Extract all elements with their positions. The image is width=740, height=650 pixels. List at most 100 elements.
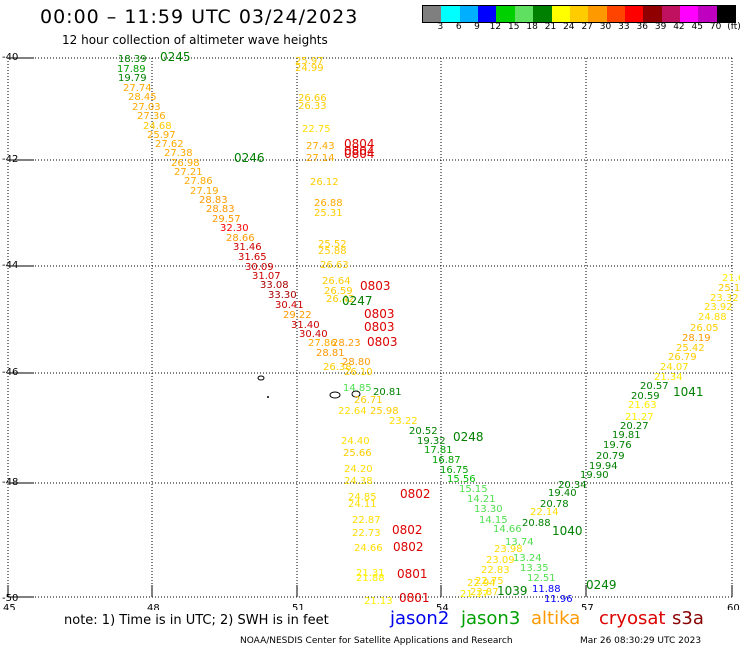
wave-height-label: 14.21 (467, 494, 496, 505)
wave-height-label: 21.88 (356, 573, 385, 584)
wave-height-label: 26.12 (310, 177, 339, 188)
wave-height-label: 19.81 (612, 430, 641, 441)
pass-time-label: 0802 (393, 540, 424, 554)
wave-height-label: 26.66 (298, 93, 327, 104)
wave-height-label: 26.64 (322, 276, 351, 287)
color-swatch (423, 6, 442, 22)
wave-height-label: 32.30 (220, 223, 249, 234)
pass-time-label: 0246 (234, 151, 265, 165)
color-scale-labels: 3 6 9 12 15 18 21 24 27 30 33 36 39 42 45 70 (ft) (422, 22, 740, 34)
satellite-legend-item: jason2 (390, 608, 450, 629)
wave-height-label: 16.75 (440, 465, 469, 476)
pass-time-label: 0248 (453, 430, 484, 444)
wave-height-label: 24.38 (344, 476, 373, 487)
wave-height-label: 25.52 (318, 239, 347, 250)
color-scale-label: 3 (437, 22, 444, 32)
wave-height-label: 27.36 (137, 111, 166, 122)
island (351, 390, 361, 398)
wave-height-label: 20.59 (631, 391, 660, 402)
color-swatch (441, 6, 460, 22)
wave-height-label: 20.52 (409, 426, 438, 437)
wave-height-label: 19.79 (118, 73, 147, 84)
color-scale-bar (422, 5, 736, 23)
wave-height-label: 20.79 (596, 451, 625, 462)
color-scale-label: 36 (636, 22, 648, 32)
wave-height-label: 24.40 (341, 436, 370, 447)
wave-height-label: 18.39 (118, 54, 147, 65)
color-scale-label: 45 (691, 22, 703, 32)
color-scale-label: 33 (618, 22, 630, 32)
wave-height-label: 20.27 (620, 421, 649, 432)
wave-height-label: 25.88 (318, 246, 347, 257)
wave-height-label: 24.88 (698, 312, 727, 323)
lon-tick-label: 57 (581, 603, 594, 610)
wave-height-label: 26.63 (320, 260, 349, 271)
color-swatch (588, 6, 607, 22)
color-scale-label: 30 (599, 22, 612, 32)
wave-height-label: 22.87 (352, 515, 381, 526)
wave-height-label: 28.19 (682, 333, 711, 344)
wave-height-label: 23.09 (486, 555, 515, 566)
satellite-track: 18.3917.8919.7927.7428.4527.0327.3624.68… (117, 54, 352, 373)
wave-height-label: 29.57 (212, 214, 241, 225)
pass-time-label: 0802 (392, 523, 423, 537)
satellite-track: 21.625.123.3223.9224.8826.0528.1925.4226… (522, 273, 740, 605)
wave-height-label: 33.08 (260, 280, 289, 291)
wave-height-label: 23.22 (389, 416, 418, 427)
wave-height-label: 21.13 (364, 596, 393, 607)
lat-tick-label: -48 (2, 477, 18, 488)
wave-height-label: 26.98 (171, 158, 200, 169)
color-swatch (496, 6, 515, 22)
color-swatch (551, 6, 570, 22)
pass-time-label: 0803 (360, 279, 391, 293)
wave-height-label: 13.74 (505, 537, 534, 548)
pass-time-label: 1039 (497, 584, 528, 598)
color-scale-label: 70 (709, 22, 722, 32)
lon-tick-label: 51 (292, 603, 305, 610)
wave-height-label: 26.42 (326, 294, 355, 305)
wave-height-label: 17.81 (424, 445, 453, 456)
wave-height-label: 28.45 (128, 92, 157, 103)
wave-height-label: 19.76 (603, 440, 632, 451)
wave-height-label: 25.1 (718, 283, 740, 294)
wave-height-label: 28.80 (342, 357, 371, 368)
wave-height-label: 26.59 (324, 286, 353, 297)
wave-height-label: 30.09 (245, 262, 274, 273)
pass-time-label: 0247 (342, 294, 373, 308)
wave-height-label: 25.97 (295, 56, 324, 67)
wave-height-label: 21.63 (628, 400, 657, 411)
islands (257, 375, 361, 399)
wave-height-label: 25.42 (676, 343, 705, 354)
wave-height-label: 28.83 (199, 195, 228, 206)
pass-time-label: 0803 (364, 320, 395, 334)
pass-time-label: 0801 (397, 567, 428, 581)
color-swatch (514, 6, 534, 22)
pass-time-label: 0804 (344, 147, 375, 161)
wave-height-label: 23.87 (470, 587, 499, 598)
wave-height-label: 27.43 (306, 141, 335, 152)
wave-height-label: 26.79 (668, 352, 697, 363)
wave-height-label: 27.86 (308, 338, 337, 349)
wave-height-label: 15.15 (459, 484, 488, 495)
wave-height-label: 11.96 (544, 594, 573, 605)
wave-height-label: 27.21 (174, 167, 203, 178)
lon-tick-label: 45 (3, 603, 16, 610)
pass-time-label: 0804 (344, 144, 375, 158)
lat-tick-label: -50 (2, 593, 18, 604)
wave-height-label: 26.33 (298, 101, 327, 112)
wave-height-label: 16.87 (432, 455, 461, 466)
lon-tick-label: 54 (436, 603, 449, 610)
wave-height-label: 26.88 (314, 198, 343, 209)
wave-height-label: 24.68 (143, 121, 172, 132)
wave-height-label: 28.23 (332, 338, 361, 349)
wave-height-label: 15.56 (447, 474, 476, 485)
wave-height-label: 13.30 (474, 504, 503, 515)
wave-height-label: 24.99 (295, 63, 324, 74)
wave-height-label: 22.75 (475, 576, 504, 587)
pass-time-label: 0804 (344, 137, 375, 151)
wave-height-label: 21.17 (460, 589, 489, 600)
color-scale-label: 42 (673, 22, 685, 32)
